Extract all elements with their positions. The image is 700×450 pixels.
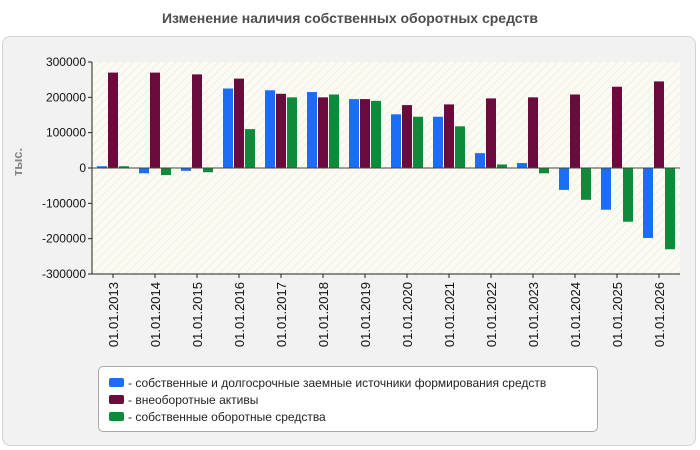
y-axis-label: тыс.	[10, 148, 25, 176]
y-tick-label: -100000	[42, 196, 86, 210]
legend-label-noncurrent-assets: - внеоборотные активы	[128, 392, 259, 407]
bar-series0-01.01.2023	[517, 163, 527, 168]
y-tick-label: 100000	[46, 126, 86, 140]
bar-series2-01.01.2014	[161, 168, 171, 176]
bar-series2-01.01.2019	[371, 100, 381, 168]
bar-series0-01.01.2019	[349, 99, 359, 168]
bar-series2-01.01.2025	[623, 168, 633, 222]
bar-series2-01.01.2017	[287, 97, 297, 168]
bar-series2-01.01.2026	[665, 168, 675, 250]
x-tick-label: 01.01.2025	[610, 282, 625, 347]
bar-series0-01.01.2016	[223, 88, 233, 168]
x-tick-label: 01.01.2016	[232, 282, 247, 347]
legend-item-working-capital: - собственные оборотные средства	[109, 408, 597, 425]
bar-series0-01.01.2013	[97, 166, 107, 168]
bar-series1-01.01.2017	[276, 93, 286, 168]
x-tick-label: 01.01.2015	[190, 282, 205, 347]
bar-series1-01.01.2013	[108, 72, 118, 168]
bar-series1-01.01.2026	[654, 81, 664, 168]
legend-swatch-working-capital	[109, 412, 124, 421]
bar-series1-01.01.2014	[150, 72, 160, 168]
y-tick-label: 0	[79, 161, 86, 175]
x-tick-label: 01.01.2022	[484, 282, 499, 347]
bar-series0-01.01.2015	[181, 168, 191, 171]
legend-swatch-noncurrent-assets	[109, 395, 124, 404]
bar-series0-01.01.2024	[559, 168, 569, 190]
bar-series0-01.01.2021	[433, 116, 443, 168]
legend: - собственные и долгосрочные заемные ист…	[98, 366, 598, 432]
bar-series2-01.01.2015	[203, 168, 213, 173]
bar-series1-01.01.2016	[234, 78, 244, 168]
bar-series0-01.01.2017	[265, 90, 275, 168]
bar-series1-01.01.2024	[570, 94, 580, 168]
bar-series1-01.01.2025	[612, 86, 622, 168]
bar-series0-01.01.2018	[307, 92, 317, 168]
x-tick-label: 01.01.2020	[400, 282, 415, 347]
legend-swatch-sources	[109, 378, 124, 387]
x-tick-label: 01.01.2014	[148, 282, 163, 347]
bar-series0-01.01.2014	[139, 168, 149, 174]
bar-series2-01.01.2024	[581, 168, 591, 200]
bar-series0-01.01.2022	[475, 153, 485, 168]
y-tick-label: -300000	[42, 267, 86, 281]
y-tick-label: 300000	[46, 55, 86, 69]
legend-item-sources: - собственные и долгосрочные заемные ист…	[109, 374, 597, 391]
bar-series2-01.01.2022	[497, 164, 507, 168]
bar-series2-01.01.2013	[119, 166, 129, 168]
bar-series1-01.01.2020	[402, 105, 412, 168]
x-tick-label: 01.01.2021	[442, 282, 457, 347]
bar-series1-01.01.2022	[486, 98, 496, 168]
bar-series1-01.01.2019	[360, 99, 370, 168]
bar-series1-01.01.2021	[444, 104, 454, 168]
legend-item-noncurrent-assets: - внеоборотные активы	[109, 391, 597, 408]
x-tick-label: 01.01.2024	[568, 282, 583, 347]
legend-label-sources: - собственные и долгосрочные заемные ист…	[128, 375, 547, 390]
bar-series1-01.01.2023	[528, 97, 538, 168]
bar-series2-01.01.2020	[413, 116, 423, 168]
bar-series2-01.01.2018	[329, 94, 339, 168]
bar-series2-01.01.2021	[455, 126, 465, 168]
bar-series1-01.01.2015	[192, 74, 202, 168]
bar-series1-01.01.2018	[318, 97, 328, 168]
y-tick-label: -200000	[42, 232, 86, 246]
bar-series0-01.01.2026	[643, 168, 653, 238]
x-tick-label: 01.01.2026	[652, 282, 667, 347]
x-tick-label: 01.01.2017	[274, 282, 289, 347]
bar-series0-01.01.2020	[391, 114, 401, 168]
bar-series2-01.01.2023	[539, 168, 549, 174]
bar-series0-01.01.2025	[601, 168, 611, 210]
chart-title: Изменение наличия собственных оборотных …	[161, 10, 539, 26]
x-tick-label: 01.01.2023	[526, 282, 541, 347]
x-tick-label: 01.01.2019	[358, 282, 373, 347]
x-tick-label: 01.01.2013	[106, 282, 121, 347]
legend-label-working-capital: - собственные оборотные средства	[128, 409, 326, 424]
y-tick-label: 200000	[46, 90, 86, 104]
x-tick-label: 01.01.2018	[316, 282, 331, 347]
bar-series2-01.01.2016	[245, 129, 255, 168]
